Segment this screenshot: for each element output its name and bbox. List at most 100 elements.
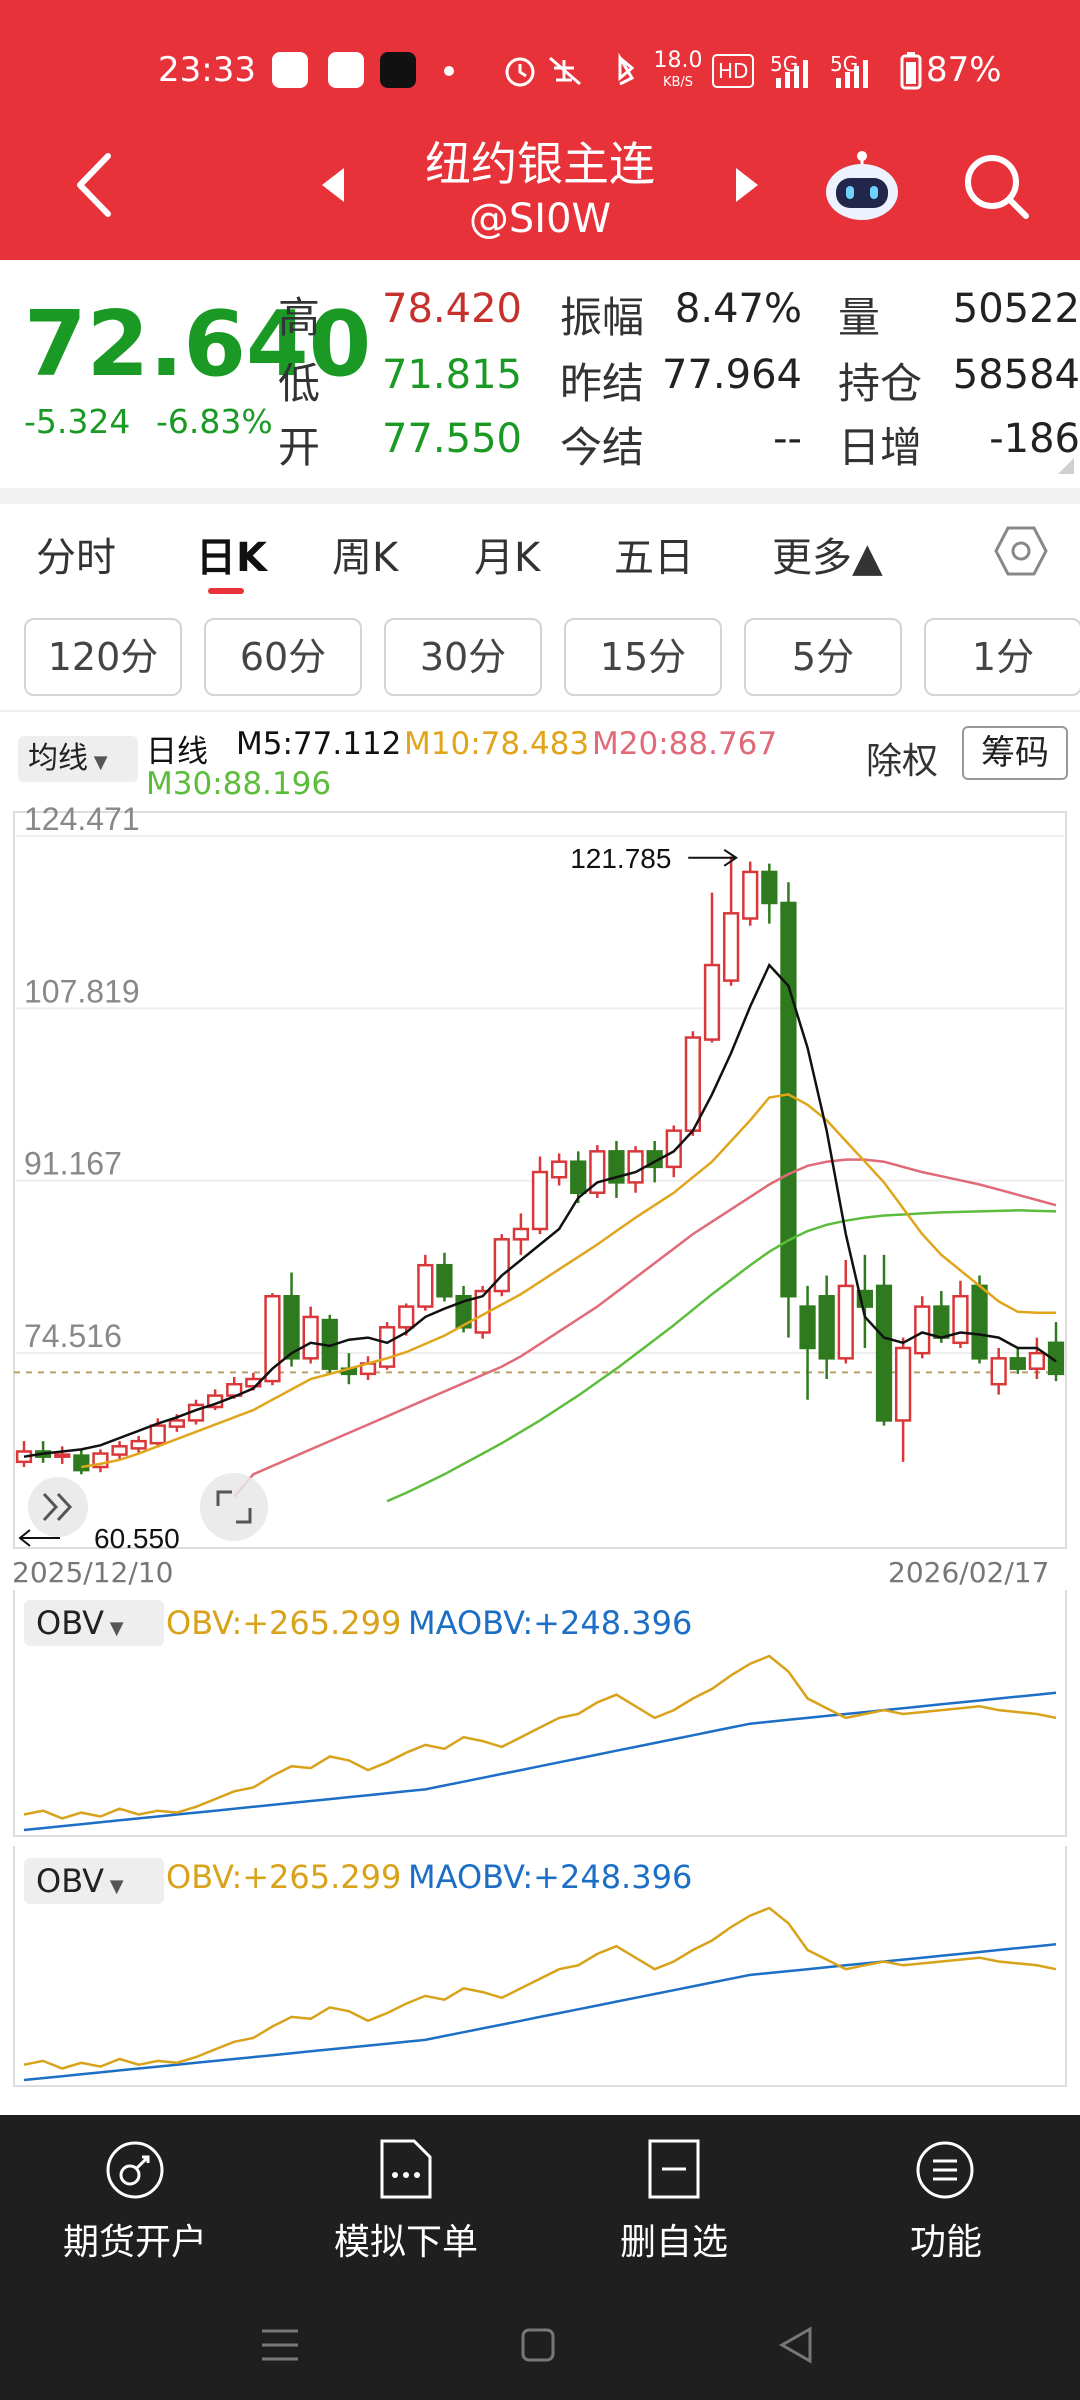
status-time: 23:33: [158, 50, 256, 90]
candle-body: [684, 1036, 702, 1132]
candle-body: [436, 1263, 453, 1298]
prev-contract-icon[interactable]: [318, 166, 346, 204]
contract-title: 纽约银主连: [425, 137, 655, 191]
obv-frame: [13, 1846, 1067, 2087]
candle-body: [665, 1129, 682, 1169]
simulated-order-button[interactable]: 模拟下单: [333, 2222, 478, 2263]
section-divider: [0, 488, 1080, 504]
last-price: 72.640: [24, 292, 372, 397]
fullscreen-icon: [216, 1490, 252, 1524]
bottom-toolbar: 期货开户 模拟下单 删自选 功能: [0, 2115, 1080, 2400]
amplitude-label: 振幅: [560, 293, 645, 342]
period-1m[interactable]: 1分: [924, 618, 1080, 696]
functions-button[interactable]: 功能: [909, 2222, 982, 2263]
y-tick-label: 74.516: [24, 1318, 122, 1354]
candle-body: [952, 1294, 969, 1345]
candle-body: [130, 1439, 147, 1450]
high-value: 78.420: [382, 286, 522, 332]
candle-body: [703, 963, 721, 1041]
obv-chart-2[interactable]: [0, 1846, 1080, 2112]
candle-body: [54, 1453, 71, 1458]
tab-daily-k[interactable]: 日K: [196, 535, 267, 581]
volume-label: 量: [838, 293, 881, 342]
obv-selector-1[interactable]: OBV ▼: [24, 1600, 164, 1646]
period-30m[interactable]: 30分: [384, 618, 542, 696]
ex-rights-toggle[interactable]: 除权: [866, 741, 939, 782]
fullscreen-button: [200, 1473, 268, 1541]
maobv-value-1: MAOBV:+248.396: [408, 1604, 693, 1642]
app-notification-icon: [272, 52, 308, 88]
contract-code: @SI0W: [468, 196, 612, 242]
obv-value-1: OBV:+265.299: [166, 1604, 402, 1642]
next-contract-icon[interactable]: [734, 166, 762, 204]
kline-chart[interactable]: 124.471 107.819 91.167 74.516 121.785 60.550: [0, 800, 1080, 1600]
tab-five-day[interactable]: 五日: [614, 535, 694, 581]
settings-hexagon-icon[interactable]: [994, 524, 1048, 578]
settle-value: --: [773, 416, 802, 462]
candle-body: [971, 1284, 988, 1360]
chips-button[interactable]: 筹码: [962, 726, 1068, 780]
remove-watch-icon[interactable]: [646, 2137, 702, 2201]
candle-body: [168, 1419, 186, 1428]
open-label: 开: [278, 423, 321, 472]
sim-order-icon[interactable]: [378, 2137, 434, 2201]
ma-selector-label: 均线: [28, 741, 88, 776]
candle-body: [608, 1150, 625, 1184]
account-icon[interactable]: [104, 2139, 166, 2201]
network-speed: 18.0: [653, 48, 703, 73]
open-interest-label: 持仓: [838, 359, 923, 408]
x-axis-start: 2025/12/10: [12, 1556, 174, 1589]
search-icon[interactable]: [962, 152, 1032, 222]
remove-watchlist-button[interactable]: 删自选: [619, 2222, 728, 2263]
candle-body: [875, 1284, 893, 1422]
ma-selector[interactable]: 均线 ▼: [18, 736, 138, 782]
ma30-legend: M30:88.196: [146, 766, 332, 802]
candle-body: [818, 1294, 835, 1360]
battery-icon: [900, 52, 922, 90]
expand-corner-icon[interactable]: [1056, 456, 1076, 476]
settle-label: 今结: [560, 423, 645, 472]
low-label: 低: [278, 359, 321, 408]
ma20-line: [233, 1158, 1057, 1498]
candle-body: [73, 1454, 90, 1472]
app-header: 23:33 18.0 KB/S HD 5G 5G 87% 纽约银主连 @SI0W: [0, 0, 1080, 260]
news-app-icon: [328, 52, 364, 88]
candle-body: [1009, 1357, 1026, 1370]
maobv-value-2: MAOBV:+248.396: [408, 1858, 693, 1896]
obv-selector-2[interactable]: OBV ▼: [24, 1858, 164, 1904]
period-5m[interactable]: 5分: [744, 618, 902, 696]
high-price-marker: 121.785: [570, 843, 671, 874]
period-60m[interactable]: 60分: [204, 618, 362, 696]
candle-body: [722, 912, 740, 982]
dot-icon: [444, 66, 454, 76]
system-home-icon[interactable]: [520, 2327, 556, 2363]
tab-timeshare[interactable]: 分时: [36, 535, 116, 581]
menu-icon[interactable]: [914, 2139, 976, 2201]
tab-weekly-k[interactable]: 周K: [332, 535, 399, 581]
candle-body: [627, 1150, 644, 1184]
tab-monthly-k[interactable]: 月K: [474, 535, 541, 581]
back-arrow-icon[interactable]: [72, 150, 116, 220]
candle-body: [742, 870, 759, 920]
network-speed-unit: KB/S: [662, 75, 694, 90]
tab-more[interactable]: 更多▲: [772, 535, 883, 581]
candle-body: [302, 1315, 319, 1360]
system-back-icon[interactable]: [778, 2325, 814, 2365]
candle-body: [512, 1227, 530, 1241]
ma10-line: [81, 1093, 1056, 1469]
obv-chart-1[interactable]: [0, 1590, 1080, 1850]
candle-body: [398, 1305, 415, 1329]
period-120m[interactable]: 120分: [24, 618, 182, 696]
low-price-arrow: [18, 1529, 60, 1547]
low-price-marker: 60.550: [94, 1523, 180, 1554]
x-axis-end: 2026/02/17: [888, 1556, 1050, 1589]
ma30-line: [386, 1209, 1057, 1503]
candle-body: [894, 1346, 912, 1422]
candle-body: [570, 1160, 587, 1195]
futures-account-button[interactable]: 期货开户: [62, 2222, 207, 2263]
system-menu-icon[interactable]: [260, 2327, 300, 2363]
robot-assistant-icon[interactable]: [822, 148, 902, 224]
signal-bars-icon: [776, 60, 808, 88]
open-value: 77.550: [382, 416, 522, 462]
period-15m[interactable]: 15分: [564, 618, 722, 696]
